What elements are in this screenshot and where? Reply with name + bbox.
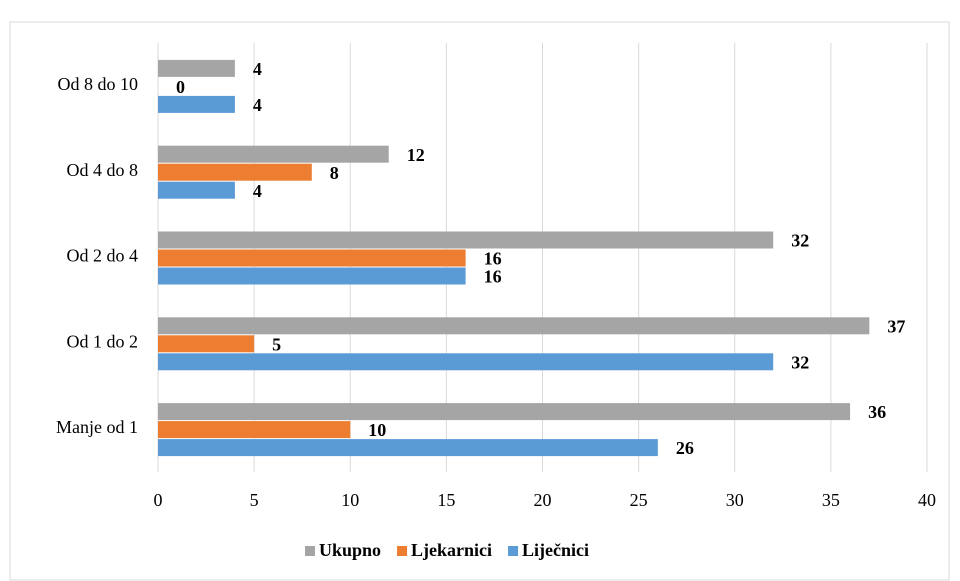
y-tick-label: Od 4 do 8 bbox=[67, 160, 139, 180]
value-label: 10 bbox=[368, 420, 386, 440]
bar bbox=[158, 421, 351, 439]
y-tick-label: Od 8 do 10 bbox=[58, 74, 139, 94]
x-tick-label: 15 bbox=[437, 490, 455, 510]
value-label: 36 bbox=[868, 402, 886, 422]
bar bbox=[158, 95, 235, 113]
x-tick-label: 40 bbox=[918, 490, 936, 510]
bar bbox=[158, 403, 851, 421]
legend-label: Liječnici bbox=[522, 540, 589, 560]
value-label: 4 bbox=[253, 59, 262, 79]
y-tick-label: Od 1 do 2 bbox=[67, 331, 139, 351]
x-tick-label: 5 bbox=[250, 490, 259, 510]
bar bbox=[158, 59, 235, 77]
bar bbox=[158, 317, 870, 335]
value-label: 4 bbox=[253, 95, 262, 115]
bar bbox=[158, 267, 466, 285]
bar bbox=[158, 231, 774, 249]
value-label: 12 bbox=[407, 145, 425, 165]
x-tick-label: 25 bbox=[630, 490, 648, 510]
value-label: 26 bbox=[676, 438, 694, 458]
legend-swatch bbox=[305, 546, 315, 556]
value-label: 8 bbox=[330, 163, 339, 183]
bar bbox=[158, 181, 235, 199]
chart-border bbox=[9, 21, 950, 581]
value-label: 5 bbox=[272, 334, 281, 354]
bar bbox=[158, 335, 255, 353]
bar bbox=[158, 163, 312, 181]
y-tick-label: Od 2 do 4 bbox=[67, 246, 139, 266]
bar bbox=[158, 249, 466, 267]
bar bbox=[158, 145, 389, 163]
legend-swatch bbox=[508, 546, 519, 556]
x-tick-label: 10 bbox=[341, 490, 359, 510]
x-tick-label: 0 bbox=[154, 490, 163, 510]
legend-swatch bbox=[397, 546, 408, 556]
x-tick-label: 20 bbox=[534, 490, 552, 510]
legend-label: Ukupno bbox=[319, 540, 381, 560]
value-label: 4 bbox=[253, 181, 262, 201]
value-label: 32 bbox=[791, 352, 809, 372]
value-label: 0 bbox=[176, 77, 185, 97]
x-tick-label: 30 bbox=[726, 490, 744, 510]
y-tick-label: Manje od 1 bbox=[56, 417, 138, 437]
x-tick-label: 35 bbox=[822, 490, 840, 510]
value-label: 16 bbox=[484, 267, 502, 287]
value-label: 37 bbox=[887, 316, 905, 336]
bar bbox=[158, 353, 774, 371]
bar bbox=[158, 439, 658, 457]
legend-label: Ljekarnici bbox=[411, 540, 492, 560]
value-label: 16 bbox=[484, 249, 502, 269]
value-label: 32 bbox=[791, 231, 809, 251]
